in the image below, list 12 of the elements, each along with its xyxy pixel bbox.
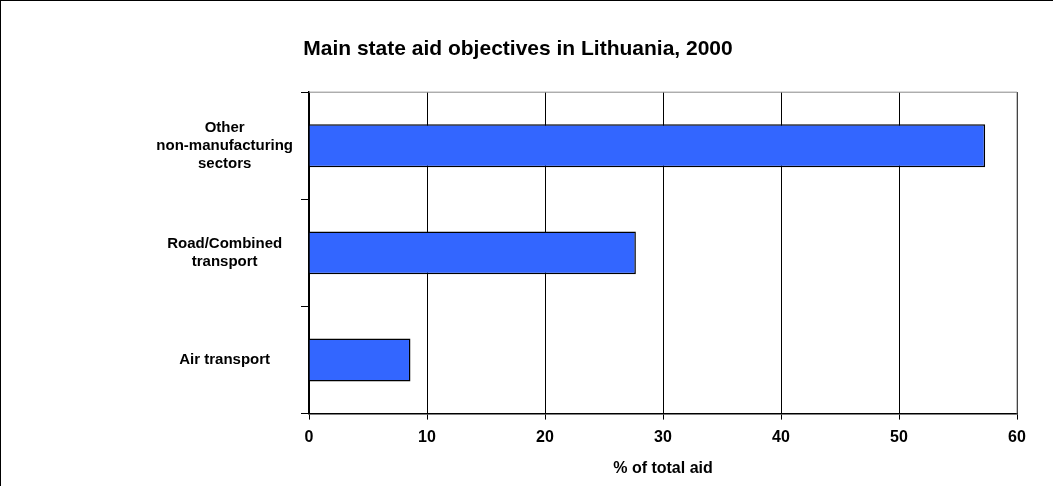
x-tick-label: 10 [418,427,436,445]
x-tick-label: 40 [772,427,790,445]
x-tick-label: 0 [304,427,314,445]
chart-title: Main state aid objectives in Lithuania, 2000 [303,36,733,60]
x-tick-label: 30 [654,427,672,445]
x-axis-title: % of total aid [613,458,713,476]
y-tick-label: Road/Combined transport [167,234,283,270]
x-tick-label: 20 [536,427,554,445]
y-tick-label: Air transport [179,350,271,368]
x-tick-label: 60 [1008,427,1026,445]
y-tick-label: Other non-manufacturing sectors [156,117,293,171]
x-tick-label: 50 [890,427,908,445]
